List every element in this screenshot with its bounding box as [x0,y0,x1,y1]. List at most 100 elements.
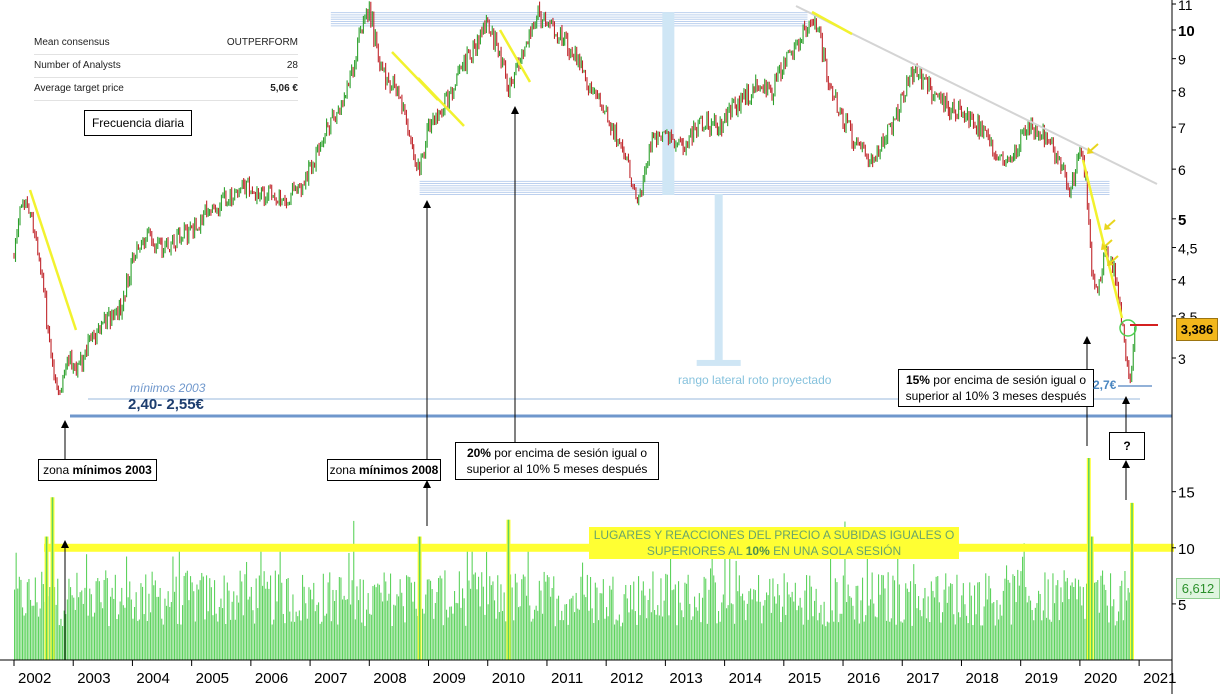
volume-bar [734,623,736,660]
volume-bar [889,621,891,660]
volume-bar [470,588,472,660]
volume-bar [750,588,752,660]
volume-bar [298,610,300,660]
banner-line2-bold: 10% [745,544,770,558]
volume-bar [562,620,564,660]
volume-bar [620,626,622,660]
volume-bar [404,622,406,660]
volume-bar [241,581,243,660]
volume-bar [204,619,206,660]
volume-bar [959,617,961,660]
volume-bar [326,613,328,660]
volume-bar [143,614,145,660]
volume-bar [558,595,560,660]
volume-bar [402,606,404,660]
volume-bar [62,626,64,660]
volume-bar [268,588,270,660]
volume-bar [302,574,304,660]
volume-bar [726,608,728,660]
volume-bar [17,588,19,660]
volume-bar [438,578,440,660]
volume-bar [710,568,712,660]
volume-bar [38,616,40,660]
year-tick-label: 2017 [906,670,939,687]
volume-bar [206,575,208,660]
volume-bar [94,612,96,660]
volume-bar [583,594,585,660]
volume-bar [87,615,89,660]
volume-bar [447,617,449,660]
volume-bar [458,571,460,660]
volume-bar [1020,571,1022,660]
volume-bar [566,604,568,660]
volume-bar [255,578,257,660]
volume-bar [311,599,313,660]
year-tick-label: 2012 [610,670,643,687]
volume-bar [1110,573,1112,660]
target-price-value: 5,06 € [270,83,298,94]
range-projection-bar [714,193,723,364]
volume-spike-bar [1087,458,1090,660]
year-tick-label: 2015 [788,670,821,687]
volume-bar [55,604,57,660]
yellow-trend-segment [498,29,532,83]
volume-bar [534,609,536,660]
volume-bar [166,605,168,660]
volume-bar [782,606,784,660]
volume-bar [673,589,675,660]
volume-bar [198,589,200,660]
volume-bar [121,587,123,660]
consensus-row: Mean consensus OUTPERFORM [34,32,298,55]
volume-bar [270,575,272,660]
volume-bar [577,608,579,660]
volume-bar [479,606,481,660]
volume-bar [994,625,996,660]
volume-bar [882,575,884,660]
volume-bar [545,581,547,660]
volume-bar [346,599,348,660]
volume-bar [20,579,22,660]
volume-bars [14,458,1174,660]
price-tick-label: 11 [1178,0,1193,13]
volume-bar [526,595,528,660]
volume-bar [975,614,977,660]
volume-bar [775,603,777,660]
volume-bar [372,586,374,660]
volume-bar [126,556,128,660]
volume-bar [377,583,379,660]
volume-bar [34,577,36,660]
volume-bar [631,609,633,660]
volume-bar [754,590,756,660]
volume-bar [553,576,555,660]
volume-bar [1046,617,1048,660]
volume-bar [511,587,513,660]
volume-bar [585,597,587,660]
volume-bar [862,577,864,660]
volume-bar [935,576,937,660]
volume-bar [422,608,424,660]
level-27-label: 2,7€ [1093,378,1117,392]
volume-bar [735,560,737,660]
volume-bar [786,582,788,660]
volume-bar [871,572,873,660]
volume-bar [929,621,931,660]
volume-bar [527,546,529,660]
price-tick-label: 3 [1178,351,1186,367]
volume-bar [900,621,902,660]
volume-bar [342,599,344,660]
volume-bar [1025,587,1027,660]
volume-bar [690,619,692,660]
volume-bar [610,589,612,660]
volume-bar [90,594,92,660]
volume-bar [1007,579,1009,660]
volume-bar [262,585,264,660]
note-2020-box: 15% por encima de sesión igual o superio… [898,369,1094,407]
volume-bar [134,606,136,660]
yellow-trend-segment [28,189,78,331]
volume-bar [529,605,531,660]
volume-bar [31,605,33,660]
volume-bar [606,607,608,660]
arrow-note-2010-head [511,106,519,114]
volume-bar [628,612,630,660]
volume-bar [1036,603,1038,660]
